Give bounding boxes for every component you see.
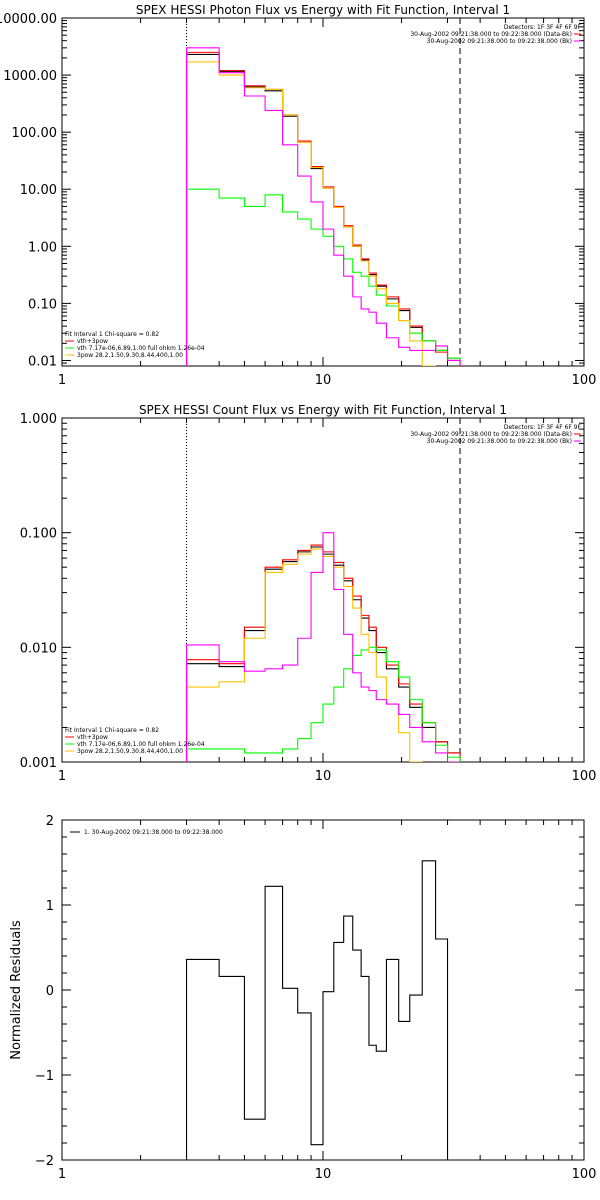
y-tick-label: 0.100	[20, 527, 57, 542]
legend-label: 3pow 28.2,1.50,9.30,8.44,400,1.00	[77, 352, 183, 359]
series-line-2	[185, 646, 461, 762]
legend-label: Fit Interval 1 Chi-square = 0.82	[65, 727, 159, 734]
y-axis: 10000.00 1000.00 100.00 10.00 1.00 0.10 0.01	[0, 12, 584, 369]
legend: Fit Interval 1 Chi-square = 0.82vth+3pow…	[65, 727, 205, 755]
x-tick-label: 100	[572, 769, 597, 784]
info-line: 30-Aug-2002 09:21:38.000 to 09:22:38.000…	[410, 31, 572, 38]
y-tick-label: 0.001	[20, 756, 57, 771]
y-tick-label: 1.00	[28, 240, 57, 255]
series-line-4	[185, 532, 461, 762]
x-tick-label: 1	[58, 769, 66, 784]
legend-label: vth 7.17e-06,6.89,1.00 full ohkm 1.26e-0…	[77, 345, 205, 352]
y-tick-label: 0	[46, 984, 54, 999]
y-tick-label: 100.00	[12, 126, 58, 141]
info-line: 30-Aug-2002 09:21:38.000 to 09:22:38.000…	[410, 431, 572, 438]
y-tick-label: 0.01	[28, 354, 57, 369]
x-tick-label: 1	[58, 1167, 66, 1182]
legend-label: 1. 30-Aug-2002 09:21:38.000 to 09:22:38.…	[84, 829, 223, 836]
x-tick-label: 10	[315, 373, 332, 388]
series-line-0	[185, 860, 461, 1160]
x-tick-label: 10	[315, 769, 332, 784]
y-tick-label: 1000.00	[3, 69, 57, 84]
x-tick-label: 100	[572, 373, 597, 388]
x-axis: 1 10 100	[58, 820, 597, 1182]
photon-panel: SPEX HESSI Photon Flux vs Energy with Fi…	[0, 3, 597, 388]
x-tick-label: 10	[315, 1167, 332, 1182]
y-tick-label: 10000.00	[0, 12, 57, 27]
plot-frame	[61, 17, 585, 367]
y-tick-label: −2	[35, 1154, 54, 1169]
y-tick-label: 0.010	[20, 641, 57, 656]
legend-label: Fit Interval 1 Chi-square = 0.82	[65, 331, 159, 338]
chart-title: SPEX HESSI Count Flux vs Energy with Fit…	[139, 403, 507, 417]
legend-label: vth+3pow	[77, 734, 108, 741]
data-area	[185, 47, 461, 366]
y-tick-label: 10.00	[20, 183, 57, 198]
y-tick-label: 1.000	[20, 412, 57, 427]
x-tick-label: 1	[58, 373, 66, 388]
legend-label: 3pow 28.2,1.50,9.30,8.44,400,1.00	[77, 748, 183, 755]
series-line-4	[185, 47, 461, 366]
data-area	[185, 860, 461, 1160]
legend: Fit Interval 1 Chi-square = 0.82vth+3pow…	[65, 331, 205, 359]
y-tick-label: 0.10	[28, 297, 57, 312]
y-tick-label: 1	[46, 899, 54, 914]
info-line: Detectors: 1F 3F 4F 6F 9F	[504, 424, 582, 431]
y-tick-label: −1	[35, 1069, 54, 1084]
series-line-3	[185, 548, 461, 762]
x-axis: 1 10 100	[58, 418, 597, 784]
series-line-3	[185, 61, 461, 366]
series-line-1	[185, 544, 461, 762]
series-line-0	[185, 546, 461, 762]
info-line: Detectors: 1F 3F 4F 6F 9F	[504, 24, 582, 31]
legend-label: vth+3pow	[77, 338, 108, 345]
chart-title: SPEX HESSI Photon Flux vs Energy with Fi…	[136, 3, 510, 17]
legend: 1. 30-Aug-2002 09:21:38.000 to 09:22:38.…	[70, 829, 223, 836]
data-area	[185, 532, 461, 762]
info-line: 30-Aug-2002 09:21:38.000 to 09:22:38.000…	[427, 38, 572, 45]
y-axis: 1.000 0.100 0.010 0.001	[20, 412, 584, 771]
count-panel: SPEX HESSI Count Flux vs Energy with Fit…	[20, 403, 597, 784]
y-axis-label: Normalized Residuals	[9, 920, 24, 1060]
y-tick-label: 2	[46, 814, 54, 829]
series-line-2	[185, 188, 461, 366]
x-tick-label: 100	[572, 1167, 597, 1182]
legend-label: vth 7.17e-06,6.89,1.00 full ohkm 1.26e-0…	[77, 741, 205, 748]
y-axis: 2 1 0 −1 −2	[35, 814, 584, 1169]
info-line: 30-Aug-2002 09:21:38.000 to 09:22:38.000…	[427, 438, 572, 445]
